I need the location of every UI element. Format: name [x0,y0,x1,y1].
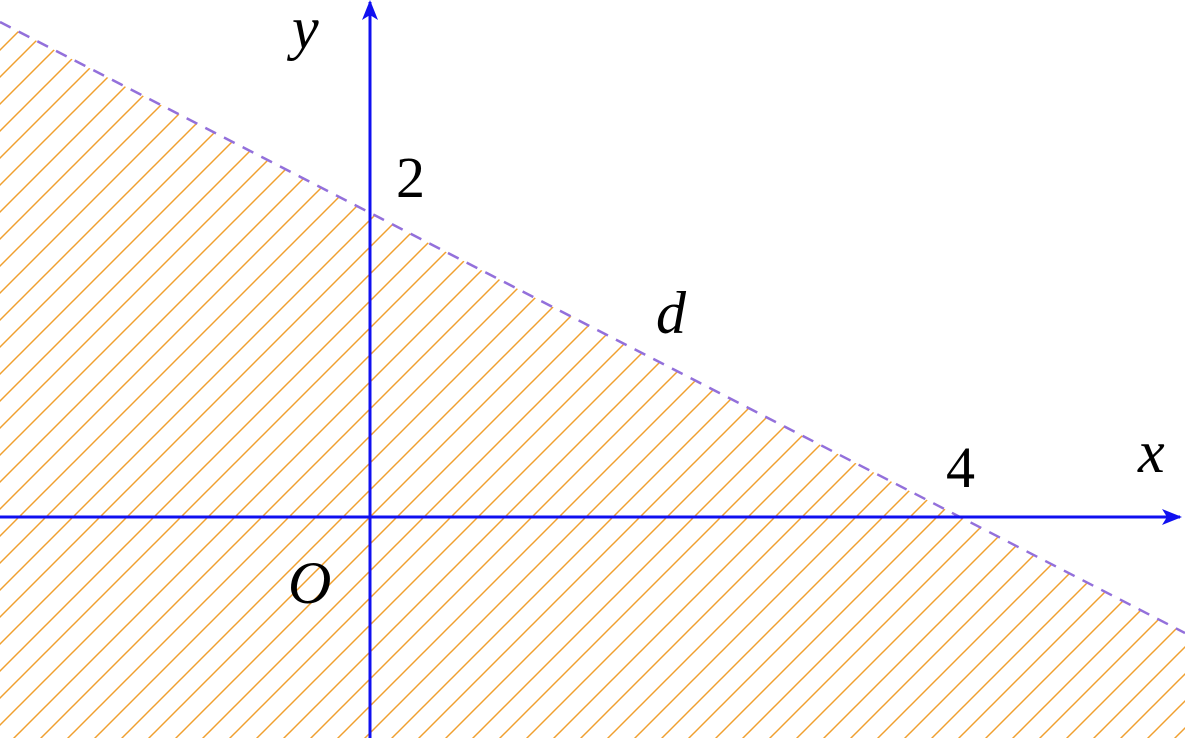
origin-label: O [288,550,331,616]
half-plane-hatch [0,22,1185,738]
y-axis-label: y [286,0,319,61]
y-intercept-label: 2 [396,145,425,210]
x-axis-label: x [1137,419,1165,485]
x-intercept-label: 4 [946,435,975,500]
line-label: d [656,280,687,346]
